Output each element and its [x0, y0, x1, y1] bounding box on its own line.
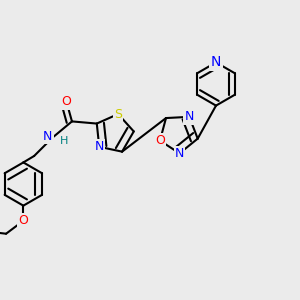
Text: N: N [211, 56, 221, 69]
Text: O: O [61, 95, 71, 109]
Text: O: O [155, 134, 165, 147]
Text: N: N [43, 130, 52, 142]
Text: H: H [60, 136, 68, 146]
Text: N: N [175, 147, 184, 160]
Text: S: S [114, 108, 122, 121]
Text: N: N [94, 140, 104, 153]
Text: O: O [18, 214, 28, 227]
Text: N: N [184, 110, 194, 123]
